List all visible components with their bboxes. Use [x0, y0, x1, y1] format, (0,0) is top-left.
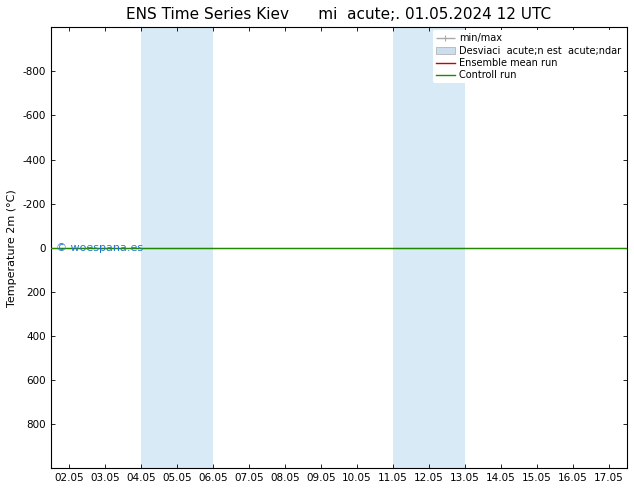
Y-axis label: Temperature 2m (°C): Temperature 2m (°C) [7, 189, 17, 307]
Bar [141, 27, 213, 468]
Bar [393, 27, 465, 468]
Legend: min/max, Desviaci  acute;n est  acute;ndar, Ensemble mean run, Controll run: min/max, Desviaci acute;n est acute;ndar… [433, 30, 624, 83]
Title: ENS Time Series Kiev      mi  acute;. 01.05.2024 12 UTC: ENS Time Series Kiev mi acute;. 01.05.20… [126, 7, 552, 22]
Text: © woespana.es: © woespana.es [56, 243, 144, 253]
